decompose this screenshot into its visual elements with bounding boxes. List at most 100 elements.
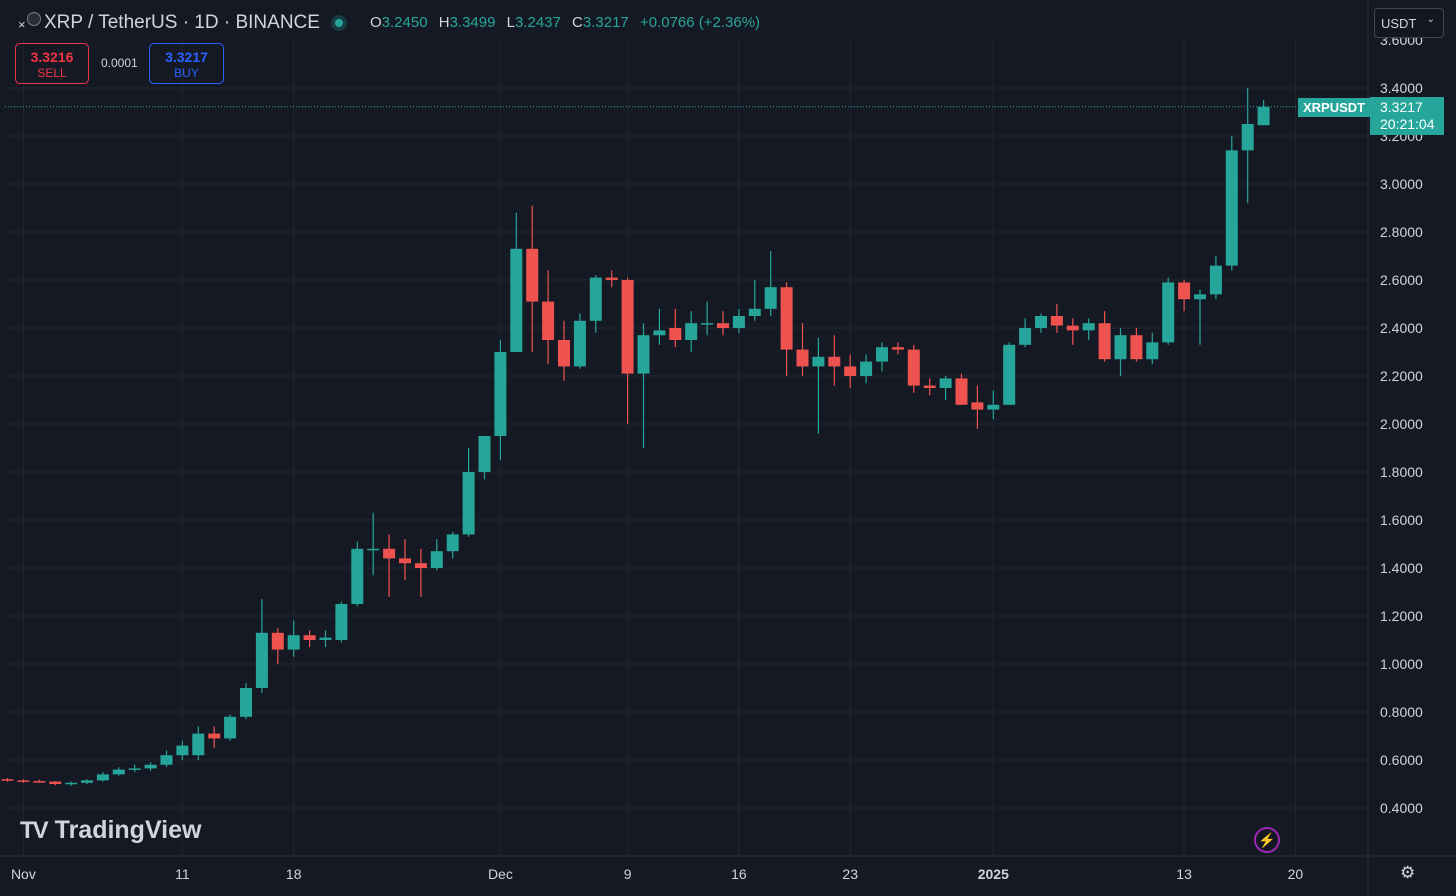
candle-down xyxy=(780,282,793,376)
high-key: H xyxy=(438,14,450,31)
candle-body xyxy=(1019,328,1032,345)
y-axis-tick-label: 3.0000 xyxy=(1380,176,1423,192)
spread-value: 0.0001 xyxy=(101,56,138,70)
candle-down xyxy=(526,205,539,352)
candle-body xyxy=(573,320,586,367)
candle-body xyxy=(748,308,761,316)
candle-body xyxy=(796,349,809,367)
candle-body xyxy=(1257,106,1270,126)
candle-up xyxy=(732,308,745,333)
candle-body xyxy=(685,323,698,340)
sell-price: 3.3216 xyxy=(30,49,74,65)
x-axis-tick-label: Nov xyxy=(11,866,36,882)
candle-down xyxy=(1178,280,1191,312)
candle-down xyxy=(1066,318,1079,345)
candle-body xyxy=(1241,124,1254,151)
x-axis-tick-label: 11 xyxy=(175,866,190,882)
candle-body xyxy=(1178,282,1191,300)
candle-body xyxy=(462,472,475,535)
last-price-symbol-label: XRPUSDT xyxy=(1298,98,1371,117)
candle-body xyxy=(717,323,729,328)
candle-body xyxy=(65,782,78,785)
candle-up xyxy=(1146,332,1159,364)
chevron-down-icon: ⌄ xyxy=(1426,14,1435,25)
y-axis-tick-label: 0.4000 xyxy=(1380,800,1423,816)
candle-up xyxy=(81,779,93,784)
candle-up xyxy=(192,726,205,760)
tradingview-logo[interactable]: TV TradingView xyxy=(20,816,201,845)
x-axis-tick-label: 9 xyxy=(624,866,632,882)
x-axis-tick-label: 2025 xyxy=(978,866,1009,882)
candle-body xyxy=(891,347,904,350)
candle-body xyxy=(971,402,984,410)
candle-up xyxy=(1082,318,1095,340)
candle-up xyxy=(876,342,888,372)
sell-button[interactable]: 3.3216 SELL xyxy=(15,43,89,84)
candle-body xyxy=(224,716,237,739)
candle-up xyxy=(65,781,78,786)
candle-body xyxy=(351,548,364,604)
open-key: O xyxy=(370,14,382,31)
candle-up xyxy=(96,772,109,782)
candle-up xyxy=(1257,100,1270,126)
candle-up xyxy=(939,376,952,400)
candle-up xyxy=(748,280,761,321)
y-axis-tick-label: 2.6000 xyxy=(1380,272,1423,288)
candle-down xyxy=(33,779,46,783)
candle-up xyxy=(287,620,300,657)
candle-body xyxy=(1209,265,1222,295)
candle-body xyxy=(144,764,157,769)
candle-up xyxy=(1241,88,1254,204)
tradingview-logo-text: TradingView xyxy=(54,816,202,844)
candle-body xyxy=(1,779,14,781)
candle-body xyxy=(414,563,427,568)
symbol-title[interactable]: XRP / TetherUS · 1D · BINANCE xyxy=(44,12,320,33)
candle-up xyxy=(446,532,459,559)
candle-body xyxy=(939,378,952,388)
candle-up xyxy=(1162,277,1175,345)
candle-up xyxy=(637,323,650,448)
candle-body xyxy=(812,356,825,367)
candle-body xyxy=(637,335,650,374)
flash-icon[interactable]: ⚡ xyxy=(1254,827,1280,853)
candle-body xyxy=(446,534,459,552)
candle-body xyxy=(494,352,507,436)
candle-body xyxy=(478,436,491,472)
candle-up xyxy=(1003,342,1016,405)
y-axis-tick-label: 0.8000 xyxy=(1380,704,1423,720)
candle-down xyxy=(796,323,809,376)
candle-up xyxy=(160,750,173,768)
candle-body xyxy=(17,780,30,782)
candle-up xyxy=(653,308,666,345)
close-icon[interactable]: × xyxy=(18,17,26,32)
candle-body xyxy=(192,733,205,756)
candle-body xyxy=(208,733,221,739)
buy-button[interactable]: 3.3217 BUY xyxy=(149,43,224,84)
candle-body xyxy=(860,361,873,376)
candle-body xyxy=(589,277,602,321)
candle-body xyxy=(33,781,46,783)
candle-body xyxy=(621,280,634,374)
candle-up xyxy=(478,436,491,480)
candle-down xyxy=(923,378,936,396)
candle-down xyxy=(717,311,729,336)
candle-down xyxy=(399,539,411,580)
y-axis-tick-label: 3.4000 xyxy=(1380,80,1423,96)
candle-body xyxy=(876,347,888,362)
y-axis-tick-label: 1.2000 xyxy=(1380,608,1423,624)
candle-body xyxy=(1098,323,1111,360)
settings-icon[interactable]: ⚙ xyxy=(1400,863,1416,882)
candle-down xyxy=(542,270,555,364)
candle-down xyxy=(907,344,920,393)
currency-selector[interactable]: USDT ⌄ xyxy=(1374,8,1444,38)
candle-down xyxy=(1098,311,1111,362)
candle-body xyxy=(1146,342,1159,360)
candle-down xyxy=(955,373,968,405)
candle-body xyxy=(1130,335,1143,360)
candle-body xyxy=(303,635,316,640)
x-axis-tick-label: Dec xyxy=(488,866,513,882)
candle-up xyxy=(224,714,237,741)
change-value: +0.0766 (+2.36%) xyxy=(639,14,761,31)
